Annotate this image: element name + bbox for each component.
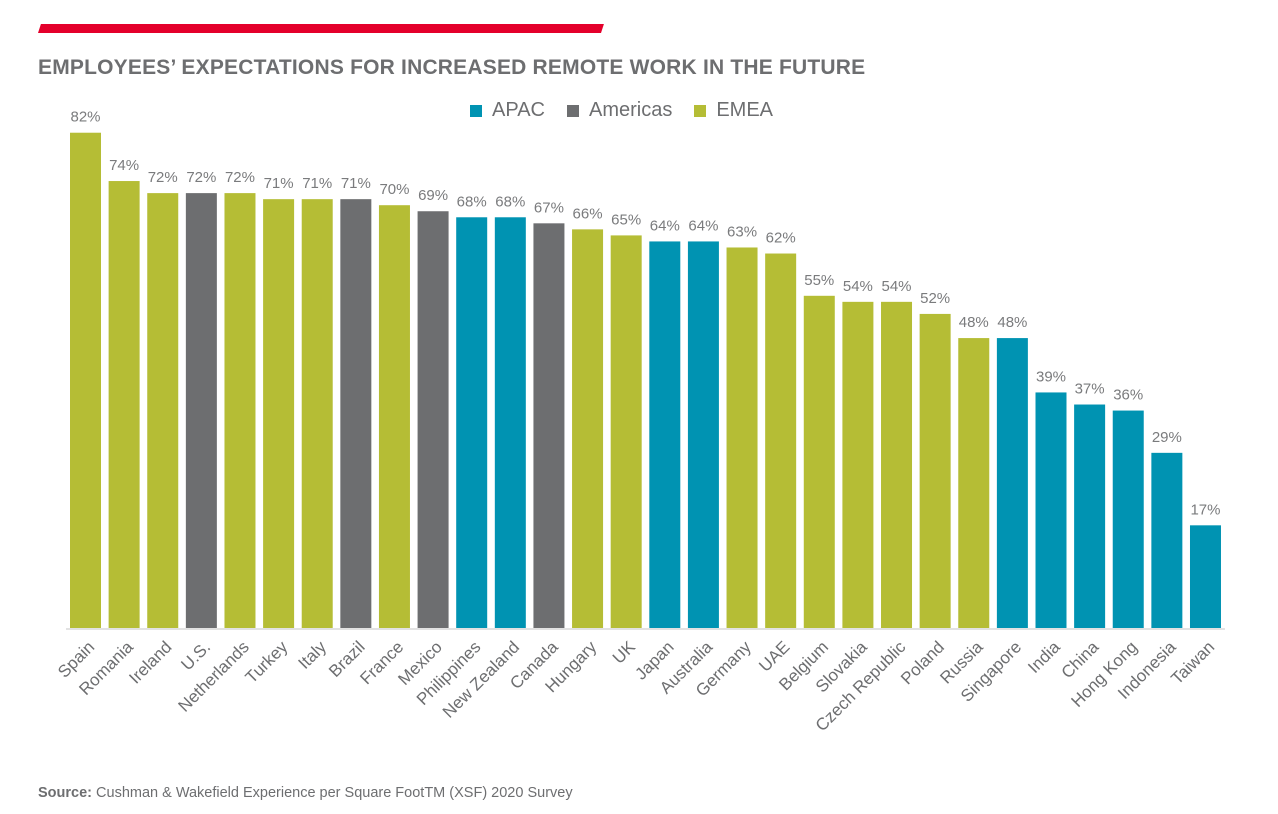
data-label: 63% [727, 223, 757, 240]
legend-item-americas: Americas [566, 99, 673, 122]
legend: APAC Americas EMEA [470, 99, 795, 122]
bar-ireland [147, 193, 179, 628]
category-label: Taiwan [1167, 637, 1218, 688]
data-label: 29% [1152, 429, 1182, 446]
bar-new-zealand [494, 217, 526, 628]
bar-netherlands [224, 193, 256, 628]
data-label: 69% [418, 187, 448, 204]
data-label: 52% [920, 290, 950, 307]
data-label: 55% [804, 272, 834, 289]
bar-china [1074, 404, 1106, 628]
data-label: 39% [1036, 368, 1066, 385]
category-label: Ireland [125, 637, 175, 687]
bar-belgium [803, 295, 835, 628]
legend-swatch-americas [566, 104, 579, 117]
chart-title: EMPLOYEES’ EXPECTATIONS FOR INCREASED RE… [38, 56, 866, 79]
data-label: 54% [843, 278, 873, 295]
bar-indonesia [1151, 452, 1183, 628]
data-labels-group: 82% 74% 72% 72% 72% 71% 71% 71% 70% 69% 68% 68% 67% 6… [70, 109, 1220, 519]
category-label: Poland [897, 637, 948, 688]
bar-uae [765, 253, 797, 628]
data-label: 66% [573, 205, 603, 222]
data-label: 82% [70, 109, 100, 126]
bar-france [378, 205, 410, 628]
category-label: India [1024, 637, 1064, 677]
bar-philippines [456, 217, 488, 628]
data-label: 71% [302, 175, 332, 192]
bar-india [1035, 392, 1067, 628]
data-label: 65% [611, 211, 641, 228]
data-label: 62% [766, 230, 796, 247]
bar-mexico [417, 211, 449, 629]
legend-item-apac: APAC [470, 99, 545, 122]
data-label: 72% [148, 169, 178, 186]
bar-spain [70, 132, 101, 628]
data-label: 71% [264, 175, 294, 192]
source-note: Source: Cushman & Wakefield Experience p… [38, 785, 573, 801]
bar-u-s- [185, 193, 217, 628]
data-label: 72% [225, 169, 255, 186]
data-label: 64% [688, 217, 718, 234]
legend-label-apac: APAC [492, 99, 545, 121]
data-label: 64% [650, 217, 680, 234]
bar-turkey [263, 199, 295, 628]
data-label: 54% [882, 278, 912, 295]
bar-taiwan [1189, 525, 1221, 628]
data-label: 71% [341, 175, 371, 192]
bar-australia [687, 241, 719, 628]
data-label: 70% [379, 181, 409, 198]
legend-label-emea: EMEA [716, 99, 774, 121]
legend-swatch-apac [470, 104, 482, 117]
bar-poland [919, 313, 951, 628]
bar-singapore [996, 338, 1028, 628]
category-label: Netherlands [175, 637, 253, 715]
legend-swatch-emea [694, 104, 707, 117]
bar-germany [726, 247, 758, 629]
bars-group [70, 132, 1221, 629]
category-label: UK [609, 637, 640, 668]
bar-japan [649, 241, 681, 628]
category-label: Turkey [242, 637, 292, 687]
legend-item-emea: EMEA [694, 99, 773, 122]
bar-italy [301, 199, 333, 628]
bar-uk [610, 235, 642, 628]
data-label: 68% [457, 193, 487, 210]
bar-canada [533, 223, 565, 628]
bar-hungary [572, 229, 604, 629]
bar-russia [958, 338, 990, 628]
legend-label-americas: Americas [588, 99, 673, 121]
data-label: 17% [1190, 501, 1220, 518]
data-label: 36% [1113, 387, 1143, 404]
data-label: 72% [186, 169, 216, 186]
data-label: 74% [109, 157, 139, 174]
data-label: 67% [534, 199, 564, 216]
data-label: 37% [1075, 381, 1105, 398]
data-label: 48% [997, 314, 1027, 331]
source-text: Cushman & Wakefield Experience per Squar… [92, 785, 573, 801]
bar-czech-republic [881, 301, 913, 628]
data-label: 68% [495, 193, 525, 210]
bar-romania [108, 181, 140, 629]
source-label: Source: [38, 785, 92, 801]
bar-brazil [340, 199, 372, 628]
bar-hong-kong [1112, 410, 1144, 628]
bar-slovakia [842, 301, 874, 628]
data-label: 48% [959, 314, 989, 331]
